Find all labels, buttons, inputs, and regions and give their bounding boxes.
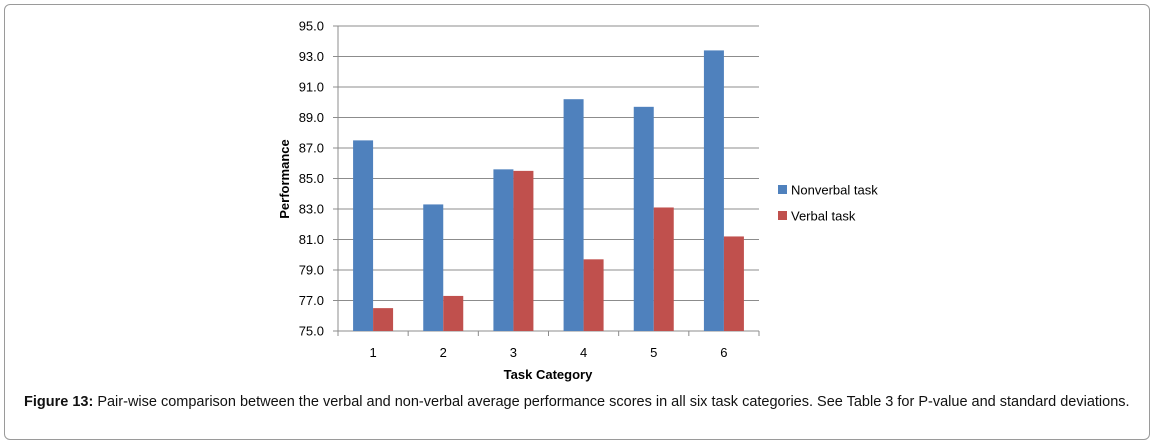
legend-label: Verbal task — [791, 209, 856, 224]
x-tick-label: 2 — [440, 345, 447, 360]
bar-verbal-5 — [653, 207, 674, 331]
gridlines — [338, 25, 759, 332]
y-tick-label: 87.0 — [299, 141, 324, 156]
y-tick-label: 91.0 — [299, 80, 324, 95]
bar-verbal-6 — [723, 236, 744, 331]
bar-nonverbal-5 — [633, 106, 654, 331]
bar-nonverbal-4 — [563, 99, 584, 331]
x-tick-label: 4 — [580, 345, 587, 360]
x-axis: 1 2 3 4 5 6 — [337, 330, 760, 360]
bar-verbal-4 — [583, 259, 604, 331]
bar-nonverbal-3 — [493, 169, 514, 331]
y-axis: 75.0 77.0 79.0 81.0 83.0 85.0 87.0 89.0 91.0 93.0… — [299, 19, 339, 339]
y-tick-label: 95.0 — [299, 19, 324, 34]
x-tick-label: 3 — [510, 345, 517, 360]
bar-verbal-2 — [443, 295, 464, 331]
bar-nonverbal-2 — [423, 204, 444, 331]
y-tick-label: 77.0 — [299, 293, 324, 308]
x-tick-label: 5 — [650, 345, 657, 360]
bars — [353, 50, 744, 332]
x-tick-label: 1 — [369, 345, 376, 360]
y-tick-label: 93.0 — [299, 49, 324, 64]
x-axis-label: Task Category — [504, 367, 593, 382]
y-tick-label: 83.0 — [299, 202, 324, 217]
caption-text: Pair-wise comparison between the verbal … — [93, 394, 1130, 410]
legend-swatch — [778, 211, 787, 220]
y-tick-label: 85.0 — [299, 171, 324, 186]
legend: Nonverbal task Verbal task — [778, 183, 878, 224]
bar-verbal-1 — [373, 308, 394, 331]
y-tick-label: 89.0 — [299, 110, 324, 125]
caption-label: Figure 13: — [24, 394, 94, 410]
x-tick-label: 6 — [720, 345, 727, 360]
figure-caption: Figure 13: Pair-wise comparison between … — [24, 393, 1136, 411]
y-tick-label: 79.0 — [299, 263, 324, 278]
bar-nonverbal-1 — [353, 140, 374, 331]
legend-label: Nonverbal task — [791, 183, 878, 198]
y-tick-label: 81.0 — [299, 232, 324, 247]
bar-nonverbal-6 — [703, 50, 724, 332]
y-axis-label: Performance — [277, 139, 292, 218]
y-tick-label: 75.0 — [299, 324, 324, 339]
legend-swatch — [778, 185, 787, 194]
bar-verbal-3 — [513, 170, 534, 331]
